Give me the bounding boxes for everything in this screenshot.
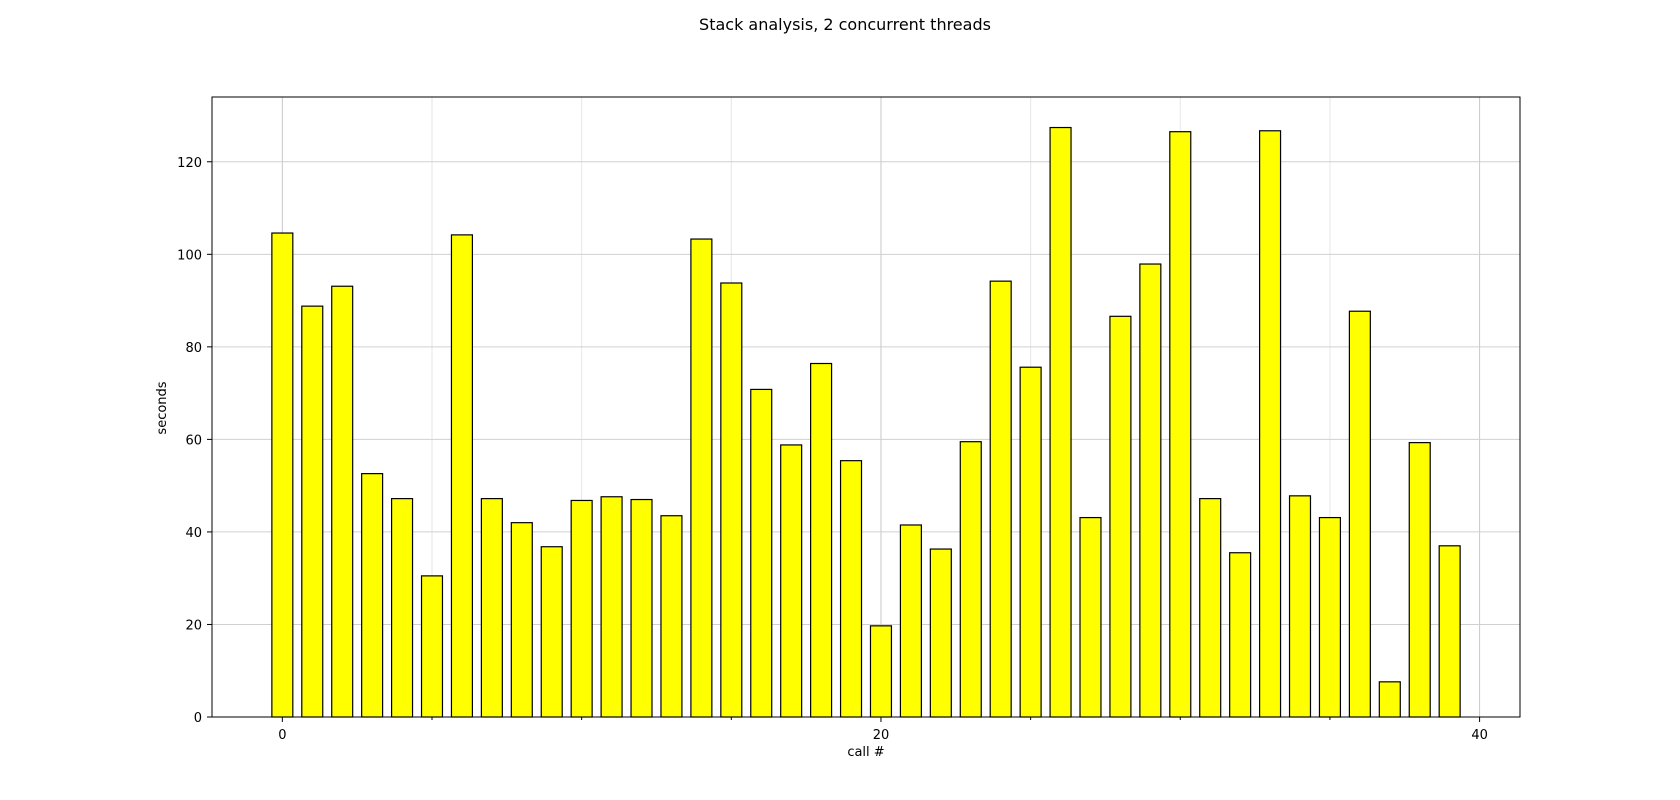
bar (570, 499, 593, 718)
y-tick-label: 80 (185, 341, 202, 356)
bar (420, 575, 444, 718)
bar (1258, 130, 1282, 718)
bars-group (271, 126, 1461, 718)
y-tick-label: 40 (185, 526, 202, 541)
bar (480, 498, 503, 718)
bar (1348, 310, 1371, 718)
bar (989, 280, 1012, 718)
bar (1199, 498, 1222, 718)
bar (540, 546, 563, 718)
bar (301, 305, 324, 718)
bar (720, 282, 743, 718)
bar (331, 285, 354, 718)
bar (1408, 442, 1431, 718)
bar (869, 625, 893, 718)
bar (1109, 315, 1132, 718)
bar (1019, 366, 1042, 718)
bar (660, 515, 683, 718)
y-tick-label: 20 (185, 618, 202, 633)
bar (450, 234, 474, 718)
bar (750, 388, 773, 718)
bar (1169, 131, 1192, 718)
x-axis-label: call # (847, 745, 884, 760)
bar (929, 548, 952, 718)
bar (390, 498, 414, 718)
x-tick-label: 20 (873, 728, 890, 743)
bar (630, 498, 653, 718)
x-axis-ticks: 0 20 40 (278, 717, 1488, 743)
y-tick-label: 100 (177, 248, 202, 263)
bar (690, 238, 713, 718)
bar (600, 496, 623, 718)
chart-title: Stack analysis, 2 concurrent threads (699, 15, 991, 34)
bar (839, 460, 863, 718)
y-tick-label: 120 (177, 156, 202, 171)
bar (271, 232, 294, 718)
x-tick-label: 0 (278, 728, 286, 743)
bar (1288, 495, 1312, 718)
bar (1378, 681, 1401, 718)
bar (810, 362, 833, 718)
bar (959, 441, 982, 718)
y-tick-label: 60 (185, 433, 202, 448)
bar (1079, 516, 1102, 718)
bar (1139, 263, 1162, 718)
bar (1438, 545, 1461, 718)
bar (1318, 516, 1342, 718)
bar (899, 524, 922, 718)
bar (780, 444, 803, 718)
plot-frame (211, 96, 1521, 718)
y-axis-label: seconds (155, 381, 170, 434)
bar (1049, 126, 1072, 718)
y-tick-label: 0 (194, 711, 202, 726)
bar (361, 473, 384, 718)
x-tick-label: 40 (1471, 728, 1488, 743)
bar (510, 522, 533, 718)
bar (1229, 552, 1252, 718)
y-axis-ticks: 0 20 40 60 80 100 120 (177, 156, 212, 726)
